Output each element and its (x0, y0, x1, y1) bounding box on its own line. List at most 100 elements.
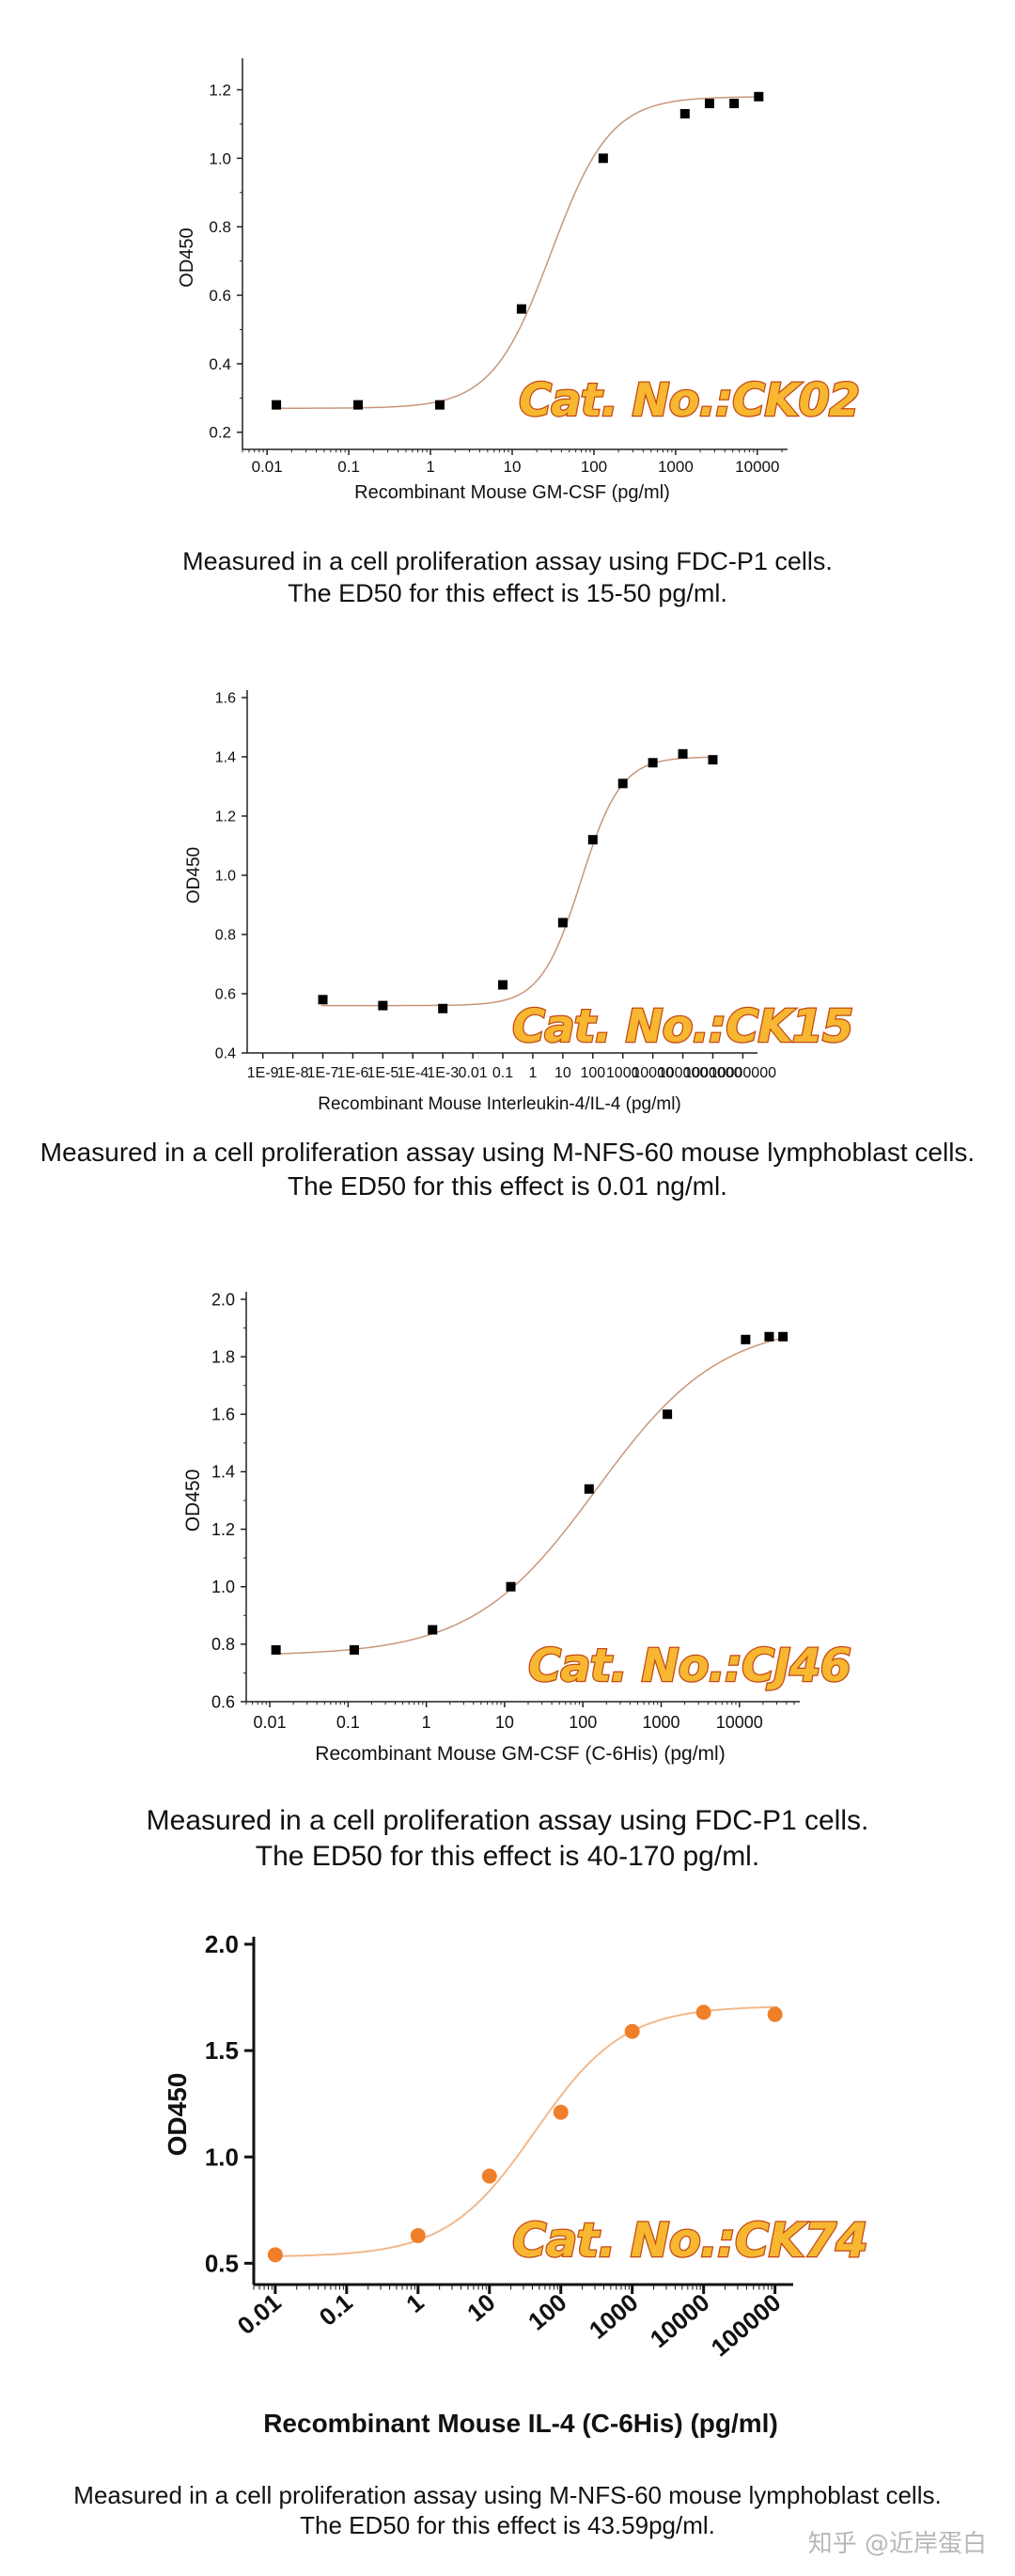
chart-2-caption: Measured in a cell proliferation assay u… (0, 1136, 1015, 1203)
chart-2-x-tick-label: 10000000 (710, 1065, 776, 1081)
chart-4-catalog-stamp: Cat. No.:CK74 (512, 2213, 867, 2268)
chart-2-data-point (587, 835, 598, 845)
chart-1-data-point (353, 400, 364, 410)
chart-1-y-tick-label: 1.2 (209, 81, 231, 99)
chart-3-svg: 0.6 0.8 1.0 1.2 1.4 1.6 1.8 2.0 0.01 0.1 1 10 100 100… (182, 1290, 852, 1765)
chart-1-caption: Measured in a cell proliferation assay u… (0, 545, 1015, 609)
chart-3-caption-line-2: The ED50 for this effect is 40-170 pg/ml… (255, 1841, 760, 1872)
chart-3-x-tick-label: 10 (495, 1713, 514, 1732)
chart-3-y-tick-label: 1.2 (211, 1520, 235, 1539)
chart-3-data-point (741, 1334, 751, 1344)
chart-2-data-point (557, 918, 568, 928)
chart-3-y-axis-label: OD450 (182, 1469, 204, 1532)
chart-2-x-tick-label: 0.1 (492, 1065, 513, 1081)
chart-2-x-tick-label: 100 (580, 1065, 605, 1081)
chart-2-x-tick-label: 100000 (658, 1065, 708, 1081)
chart-1-y-axis-label: OD450 (177, 228, 197, 287)
chart-4-svg: 0.5 1.0 1.5 2.0 0.01 0.1 1 10 100 1000 10000100000… (163, 1930, 869, 2438)
chart-2-caption-line-1: Measured in a cell proliferation assay u… (39, 1138, 976, 1167)
chart-1-data-point (704, 99, 714, 109)
chart-3-y-tick-label: 2.0 (211, 1290, 235, 1309)
chart-4-x-tick-label: 10 (461, 2288, 500, 2328)
chart-1-x-tick-label: 100 (581, 458, 607, 476)
chart-4-data-point (267, 2247, 283, 2263)
chart-2-x-tick-label: 1E-9 (247, 1065, 279, 1081)
chart-2-x-tick-label: 1000 (606, 1065, 640, 1081)
chart-1-y-tick-label: 0.6 (209, 287, 231, 305)
chart-3-y-tick-label: 0.8 (211, 1635, 235, 1654)
chart-2-x-tick-label: 1E-6 (337, 1065, 369, 1081)
chart-2-data-point (438, 1003, 448, 1013)
chart-panel-1: 0.2 0.4 0.6 0.8 1.0 1.2 0.01 0.1 1 10 100 1000 10000… (0, 0, 1015, 639)
chart-2-y-axis-label: OD450 (184, 847, 204, 903)
chart-2-caption-line-2: The ED50 for this effect is 0.01 ng/ml. (288, 1171, 727, 1201)
chart-1-caption-line-1: Measured in a cell proliferation assay u… (182, 547, 833, 575)
chart-4-data-point (767, 2006, 783, 2022)
chart-3-data-point (271, 1644, 281, 1655)
chart-4-x-tick-label: 10000 (645, 2288, 715, 2353)
chart-1-data-point (434, 400, 445, 410)
chart-3-data-point (349, 1644, 359, 1655)
chart-2-data-point (318, 995, 328, 1005)
chart-3-x-tick-label: 0.01 (254, 1713, 287, 1732)
chart-2-y-tick-label: 1.4 (215, 750, 236, 766)
chart-4-y-tick-label: 0.5 (205, 2249, 239, 2277)
chart-3-data-point (764, 1331, 774, 1342)
chart-3-caption-line-1: Measured in a cell proliferation assay u… (146, 1805, 869, 1836)
chart-4-data-point (553, 2104, 569, 2120)
chart-4-y-axis-label: OD450 (163, 2073, 192, 2157)
chart-4-x-axis-label: Recombinant Mouse IL-4 (C-6His) (pg/ml) (263, 2409, 778, 2438)
chart-4-x-tick-label: 1000 (584, 2288, 644, 2345)
chart-2-x-tick-label: 1E-7 (307, 1065, 339, 1081)
chart-2-data-point (678, 748, 688, 759)
chart-4-y-tick-label: 1.5 (205, 2036, 239, 2065)
chart-2-data-point (617, 778, 628, 789)
chart-2-y-tick-label: 0.8 (215, 928, 236, 944)
chart-1-x-tick-label: 0.01 (252, 458, 283, 476)
chart-1-y-tick-label: 0.8 (209, 218, 231, 236)
chart-1-data-point (679, 109, 690, 118)
chart-1-data-point (754, 91, 764, 102)
chart-2-x-tick-label: 0.01 (459, 1065, 488, 1081)
chart-2-catalog-stamp: Cat. No.:CK15 (512, 1000, 852, 1053)
chart-4-x-tick-label: 100 (523, 2288, 572, 2336)
chart-2-x-tick-label: 1E-5 (367, 1065, 398, 1081)
chart-4-caption-line-1: Measured in a cell proliferation assay u… (73, 2481, 942, 2509)
chart-4-fit-curve (272, 2005, 778, 2257)
chart-3-catalog-stamp: Cat. No.:CJ46 (528, 1640, 851, 1692)
chart-2-x-tick-label: 1E-3 (427, 1065, 459, 1081)
chart-2-x-tick-label: 1E-4 (397, 1065, 429, 1081)
chart-3-y-tick-label: 0.6 (211, 1692, 235, 1711)
chart-4-caption: Measured in a cell proliferation assay u… (0, 2480, 1015, 2540)
chart-1-x-tick-label: 1000 (658, 458, 694, 476)
chart-3-caption: Measured in a cell proliferation assay u… (0, 1803, 1015, 1875)
chart-2-data-point (498, 980, 508, 990)
chart-3-data-point (506, 1581, 516, 1592)
chart-1-y-tick-label: 0.4 (209, 355, 231, 373)
chart-2-x-tick-label: 1 (529, 1065, 538, 1081)
chart-4-x-tick-label: 0.1 (314, 2288, 358, 2332)
chart-2-data-point (378, 1000, 388, 1011)
chart-2-y-tick-label: 1.0 (215, 869, 236, 885)
chart-4-y-tick-label: 2.0 (205, 1930, 239, 1958)
chart-2-svg: 0.40.60.81.01.21.41.61E-91E-81E-71E-61E-… (184, 690, 855, 1114)
chart-1-svg: 0.2 0.4 0.6 0.8 1.0 1.2 0.01 0.1 1 10 100 1000 10000… (177, 58, 862, 503)
watermark-text: 知乎 @近岸蛋白 (807, 2530, 987, 2558)
chart-3-x-tick-label: 1000 (642, 1713, 679, 1732)
chart-3-x-tick-label: 1 (422, 1713, 431, 1732)
chart-2-y-tick-label: 0.4 (215, 1046, 236, 1062)
chart-2-data-point (648, 758, 658, 768)
chart-1-x-tick-label: 1 (426, 458, 434, 476)
chart-3-y-tick-label: 1.8 (211, 1347, 235, 1366)
chart-1-y-tick-label: 1.0 (209, 149, 231, 167)
chart-4-data-point (410, 2227, 426, 2243)
chart-3-data-point (778, 1331, 789, 1342)
chart-2-y-tick-label: 0.6 (215, 987, 236, 1003)
chart-1-caption-line-2: The ED50 for this effect is 15-50 pg/ml. (288, 579, 727, 607)
chart-3-y-tick-label: 1.0 (211, 1578, 235, 1596)
chart-2-x-axis-label: Recombinant Mouse Interleukin-4/IL-4 (pg… (318, 1094, 681, 1114)
chart-2-x-tick-label: 10000 (632, 1065, 674, 1081)
chart-3-x-tick-label: 10000 (716, 1713, 763, 1732)
chart-2-data-point (708, 755, 718, 765)
